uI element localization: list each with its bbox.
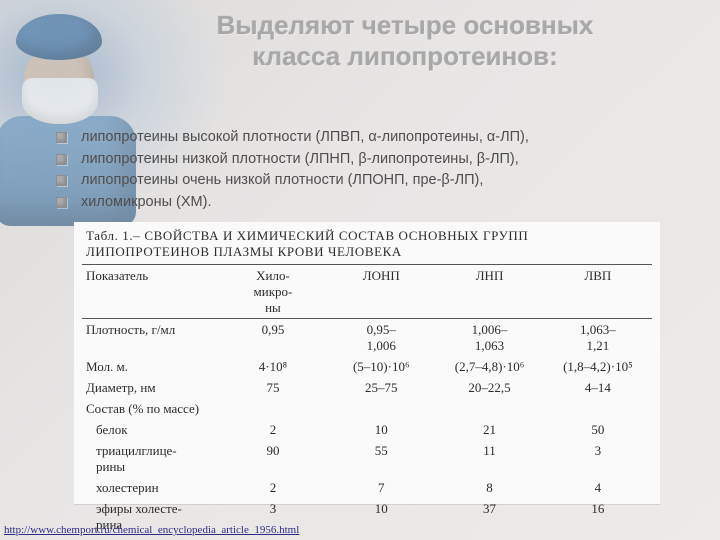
row-label: триацилглице-рины (82, 440, 219, 477)
row-label: Плотность, г/мл (82, 319, 219, 356)
cell-value (544, 398, 652, 419)
cell-value: 27 (544, 535, 652, 540)
cell-value: 1,063–1,21 (544, 319, 652, 356)
bullet-item: хиломикроны (ХМ). (56, 193, 686, 213)
cell-value: 0,95 (219, 319, 327, 356)
table-row: холестерин2784 (82, 477, 652, 498)
table-row: триацилглице-рины9055113 (82, 440, 652, 477)
table-row: белок2102150 (82, 419, 652, 440)
row-label: холестерин (82, 477, 219, 498)
title-line-1: Выделяют четыре основных (217, 10, 594, 40)
cell-value (219, 398, 327, 419)
cell-value: (5–10)·10⁶ (327, 356, 435, 377)
bullet-square-icon (56, 175, 67, 186)
col-class: ЛОНП (327, 265, 435, 319)
bullet-square-icon (56, 197, 67, 208)
cell-value: 8 (435, 477, 543, 498)
cell-value: (1,8–4,2)·10⁵ (544, 356, 652, 377)
cell-value: 3 (544, 440, 652, 477)
cell-value: 2 (219, 477, 327, 498)
cell-value: 22 (435, 535, 543, 540)
slide-title: Выделяют четыре основных класса липопрот… (120, 10, 690, 72)
source-url-link[interactable]: http://www.chemport.ru/chemical_encyclop… (4, 524, 299, 536)
data-table: ПоказательХило-микро-ныЛОНПЛНПЛВП Плотно… (82, 264, 652, 540)
table-row: Состав (% по массе) (82, 398, 652, 419)
table-header-row: ПоказательХило-микро-ныЛОНПЛНПЛВП (82, 265, 652, 319)
row-label: Состав (% по массе) (82, 398, 219, 419)
title-line-2: класса липопротеинов: (252, 41, 558, 71)
cell-value: 10 (327, 498, 435, 535)
cell-value: 25–75 (327, 377, 435, 398)
bullet-item: липопротеины низкой плотности (ЛПНП, β-л… (56, 150, 686, 170)
cell-value: 4·10⁸ (219, 356, 327, 377)
cell-value: 21 (435, 419, 543, 440)
col-class: ЛНП (435, 265, 543, 319)
table-caption-text: СВОЙСТВА И ХИМИЧЕСКИЙ СОСТАВ ОСНОВНЫХ ГР… (86, 228, 528, 259)
cell-value: 11 (435, 440, 543, 477)
bullet-text: липопротеины высокой плотности (ЛПВП, α-… (81, 128, 529, 148)
col-class: Хило-микро-ны (219, 265, 327, 319)
cell-value: 55 (327, 440, 435, 477)
cell-value: 10 (327, 419, 435, 440)
table-caption: Табл. 1.–СВОЙСТВА И ХИМИЧЕСКИЙ СОСТАВ ОС… (82, 228, 652, 260)
row-label: белок (82, 419, 219, 440)
cell-value: 37 (435, 498, 543, 535)
bullet-text: липопротеины очень низкой плотности (ЛПО… (81, 171, 483, 191)
cell-value (435, 398, 543, 419)
cell-value: 75 (219, 377, 327, 398)
bullet-list: липопротеины высокой плотности (ЛПВП, α-… (56, 128, 686, 214)
cell-value: 2 (219, 419, 327, 440)
bullet-item: липопротеины высокой плотности (ЛПВП, α-… (56, 128, 686, 148)
col-class: ЛВП (544, 265, 652, 319)
table-caption-label: Табл. 1.– (86, 228, 140, 243)
cell-value: 7 (327, 477, 435, 498)
row-label: Мол. м. (82, 356, 219, 377)
cell-value: 20–22,5 (435, 377, 543, 398)
table-row: Мол. м.4·10⁸(5–10)·10⁶(2,7–4,8)·10⁶(1,8–… (82, 356, 652, 377)
cell-value (327, 398, 435, 419)
bullet-item: липопротеины очень низкой плотности (ЛПО… (56, 171, 686, 191)
cell-value: 1,006–1,063 (435, 319, 543, 356)
cell-value: 50 (544, 419, 652, 440)
cell-value: 18 (327, 535, 435, 540)
row-label: Диаметр, нм (82, 377, 219, 398)
table-body: Плотность, г/мл0,950,95–1,0061,006–1,063… (82, 319, 652, 540)
table-row: Диаметр, нм7525–7520–22,54–14 (82, 377, 652, 398)
col-indicator: Показатель (82, 265, 219, 319)
bullet-square-icon (56, 132, 67, 143)
lipoprotein-table: Табл. 1.–СВОЙСТВА И ХИМИЧЕСКИЙ СОСТАВ ОС… (74, 222, 660, 504)
cell-value: 0,95–1,006 (327, 319, 435, 356)
bullet-square-icon (56, 154, 67, 165)
table-row: Плотность, г/мл0,950,95–1,0061,006–1,063… (82, 319, 652, 356)
cell-value: (2,7–4,8)·10⁶ (435, 356, 543, 377)
bullet-text: хиломикроны (ХМ). (81, 193, 211, 213)
cell-value: 4–14 (544, 377, 652, 398)
bullet-text: липопротеины низкой плотности (ЛПНП, β-л… (81, 150, 519, 170)
cell-value: 90 (219, 440, 327, 477)
cell-value: 16 (544, 498, 652, 535)
cell-value: 4 (544, 477, 652, 498)
